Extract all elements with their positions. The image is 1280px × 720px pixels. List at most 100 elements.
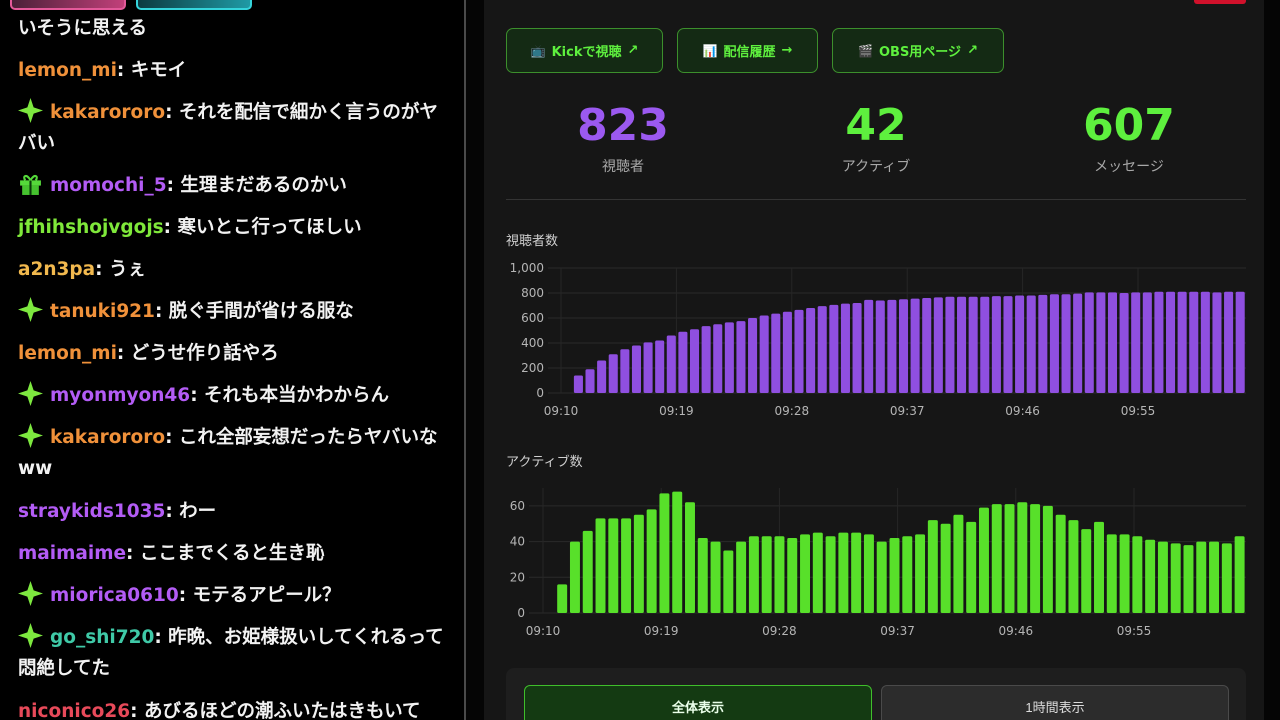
chat-username[interactable]: maimaime	[18, 543, 127, 564]
panel-divider	[464, 0, 466, 720]
chart-bar	[1084, 292, 1094, 393]
chart-bar	[1145, 539, 1156, 613]
chat-username[interactable]: go_shi720	[50, 627, 155, 648]
y-tick-label: 0	[517, 606, 525, 620]
chart-bar	[887, 299, 897, 393]
chart-bar	[678, 331, 688, 393]
chart-bar	[940, 523, 951, 613]
chat-username[interactable]: jfhihshojvgojs	[18, 217, 164, 238]
chart-bar	[1200, 291, 1210, 393]
chart-bar	[991, 296, 1001, 393]
chart-bar	[864, 299, 874, 393]
chart-bar	[1081, 529, 1092, 613]
chart-bar	[800, 534, 811, 613]
x-tick-label: 09:37	[880, 624, 915, 638]
chat-username[interactable]: kakarororo	[50, 427, 166, 448]
chart-bar	[723, 550, 734, 613]
chat-message: miorica0610: モテるアピール？	[18, 580, 448, 611]
chart-bar	[927, 520, 938, 613]
chat-message: myonmyon46: それも本当かわからん	[18, 380, 448, 411]
chat-text: : どうせ作り話やろ	[116, 343, 279, 364]
chart-bar	[889, 538, 900, 613]
external-link-icon: ↗	[627, 43, 639, 58]
chart-bar	[774, 536, 785, 613]
chat-username[interactable]: niconico26	[18, 701, 131, 720]
chart-bar	[659, 493, 670, 613]
sparkle-icon	[18, 423, 43, 448]
chart-bar	[968, 296, 978, 393]
chat-username[interactable]: a2n3pa	[18, 259, 96, 280]
chart-bar	[595, 518, 606, 613]
chart-bar	[697, 538, 708, 613]
chat-username[interactable]: tanuki921	[50, 301, 155, 322]
chart-bar	[689, 329, 700, 393]
chat-message: jfhihshojvgojs: 寒いとこ行ってほしい	[18, 212, 448, 243]
chart-bar	[771, 313, 781, 393]
stat-viewers: 823 視聴者	[523, 98, 723, 176]
chat-text: いそうに思える	[18, 18, 147, 39]
chart-bar	[608, 518, 619, 613]
chat-username[interactable]: kakarororo	[50, 102, 166, 123]
chart-bar	[573, 375, 583, 393]
chat-username[interactable]: myonmyon46	[50, 385, 191, 406]
chart-bar	[1055, 514, 1066, 613]
y-tick-label: 800	[521, 286, 544, 300]
x-tick-label: 09:19	[659, 404, 694, 418]
show-all-button[interactable]: 全体表示	[524, 685, 872, 720]
chart-bar	[817, 306, 827, 393]
chat-username[interactable]: lemon_mi	[18, 60, 117, 81]
chat-username[interactable]: lemon_mi	[18, 343, 117, 364]
sparkle-icon	[18, 381, 43, 406]
show-1hour-button[interactable]: 1時間表示	[881, 685, 1229, 720]
chat-message: maimaime: ここまでくると生き恥	[18, 538, 448, 569]
chart-bar	[748, 318, 758, 393]
kick-watch-link[interactable]: 📺 Kickで視聴 ↗	[506, 28, 663, 73]
obs-page-link[interactable]: 🎬 OBS用ページ ↗	[832, 28, 1004, 73]
chart-bar	[748, 536, 759, 613]
chart-bar	[759, 315, 769, 393]
x-tick-label: 09:19	[644, 624, 679, 638]
chat-username[interactable]: momochi_5	[50, 175, 167, 196]
top-thumbnail-2[interactable]	[136, 0, 252, 10]
chart-bar	[794, 309, 804, 393]
chart-bar	[633, 514, 644, 613]
chart-bar	[646, 509, 657, 613]
chart-bar	[736, 321, 746, 393]
chart-bar	[1142, 292, 1152, 393]
chart-bar	[902, 536, 913, 613]
chat-username[interactable]: miorica0610	[50, 585, 179, 606]
chart-bar	[978, 507, 989, 613]
y-tick-label: 0	[536, 386, 544, 400]
y-tick-label: 60	[510, 499, 525, 513]
viewers-chart: 0 200 400 600 800 1,000 09:10 09:19 09:28 09:37 09…	[510, 261, 1246, 418]
chat-message: momochi_5: 生理まだあるのかい	[18, 170, 448, 201]
chat-message: lemon_mi: どうせ作り話やろ	[18, 338, 448, 369]
top-thumbnail-1[interactable]	[10, 0, 126, 10]
chart-bar	[1004, 504, 1015, 613]
chart-bar	[736, 541, 747, 613]
chart-bar	[851, 532, 862, 613]
chart-bar	[782, 311, 792, 393]
chart-bar	[910, 298, 920, 393]
chat-text: : モテるアピール？	[178, 585, 341, 606]
chart-bar	[1015, 295, 1025, 393]
chart-bar	[1068, 520, 1079, 613]
chart-bar	[557, 584, 568, 613]
chart-bar	[585, 369, 595, 393]
x-tick-label: 09:46	[999, 624, 1034, 638]
chat-text: : ここまでくると生き恥	[126, 543, 325, 564]
chat-message: いそうに思える	[18, 13, 448, 44]
chart-bar	[945, 296, 955, 393]
chat-text: : 脱ぐ手間が省ける服な	[154, 301, 354, 322]
gift-icon	[18, 171, 43, 196]
chart-bar	[597, 360, 607, 393]
chart-bar	[1209, 541, 1220, 613]
chart-bar	[980, 296, 990, 393]
chart-bar	[1177, 291, 1187, 393]
stat-viewers-value: 823	[577, 100, 669, 151]
chat-username[interactable]: straykids1035	[18, 501, 166, 522]
chart-bar	[1221, 543, 1232, 613]
chart-bar	[569, 541, 580, 613]
stream-history-link[interactable]: 📊 配信履歴 →	[677, 28, 818, 73]
chat-text: : うぇ	[95, 259, 146, 280]
